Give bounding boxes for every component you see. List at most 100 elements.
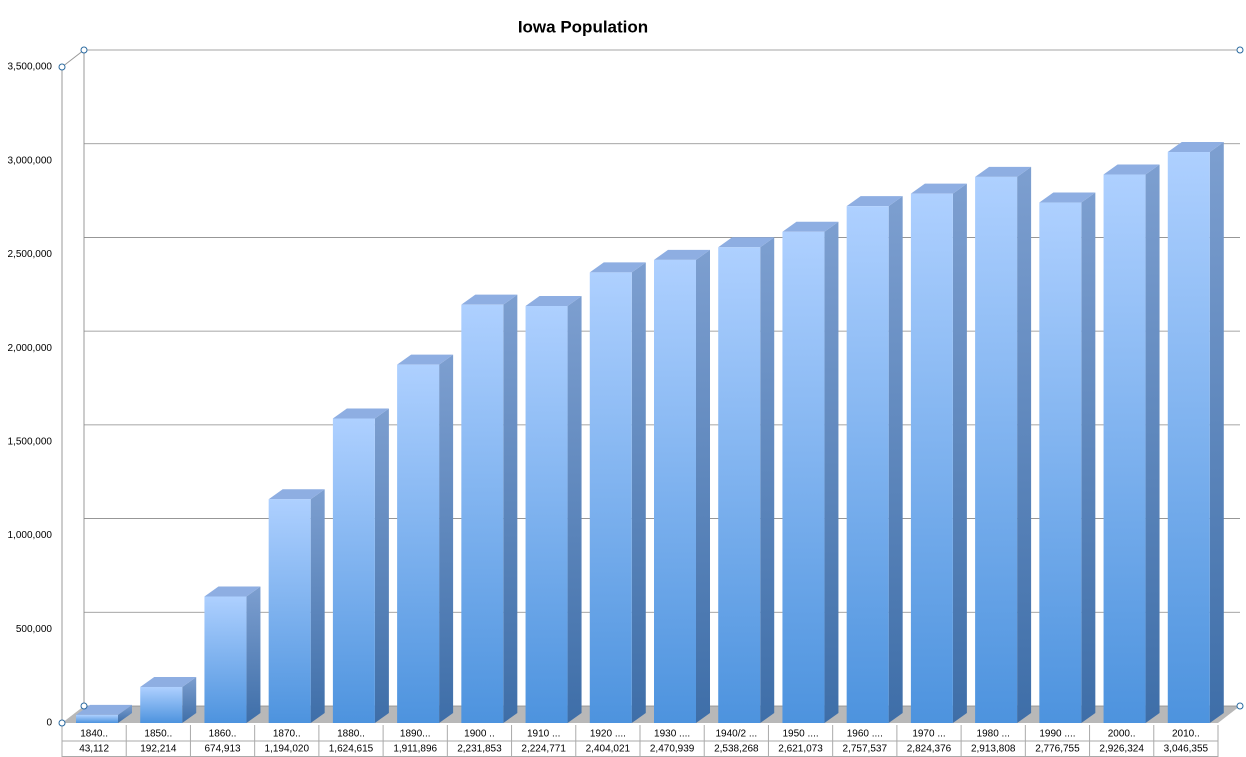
- bar-top: [140, 676, 197, 687]
- bar: [76, 714, 118, 723]
- value-label: 2,224,771: [521, 744, 566, 755]
- bar-side: [246, 586, 261, 723]
- value-label: 2,404,021: [586, 744, 631, 755]
- bar-top: [718, 237, 775, 248]
- bar: [718, 247, 761, 724]
- value-label: 2,538,268: [714, 744, 759, 755]
- y-tick-label: 3,000,000: [8, 155, 53, 166]
- bar: [589, 272, 632, 723]
- value-label: 1,624,615: [329, 744, 374, 755]
- x-tick-label: 2010..: [1172, 729, 1200, 740]
- bar-top: [332, 408, 389, 419]
- y-tick-label: 2,500,000: [8, 249, 53, 260]
- x-tick-label: 1940/2 ...: [715, 729, 757, 740]
- x-tick-label: 1990 ....: [1039, 729, 1075, 740]
- bar-side: [439, 354, 454, 723]
- bar-top: [1039, 192, 1096, 203]
- selection-handle: [80, 702, 88, 710]
- bar-top: [397, 354, 454, 365]
- x-tick-label: 1880..: [337, 729, 365, 740]
- x-tick-label: 2000..: [1108, 729, 1136, 740]
- bar-side: [1081, 192, 1096, 724]
- bar: [332, 418, 375, 723]
- y-tick-label: 1,500,000: [8, 436, 53, 447]
- bar-side: [503, 294, 518, 723]
- bar: [461, 304, 504, 723]
- bar-side: [118, 704, 132, 723]
- value-label: 2,470,939: [650, 744, 695, 755]
- bar-top: [782, 221, 839, 232]
- bar-side: [567, 296, 582, 723]
- bar: [910, 193, 953, 724]
- x-tick-label: 1980 ...: [977, 729, 1010, 740]
- bar-side: [760, 237, 775, 724]
- bar-top: [204, 586, 261, 597]
- bar: [397, 364, 440, 723]
- bar-side: [824, 221, 839, 724]
- bar: [846, 206, 889, 723]
- x-tick-label: 1850..: [144, 729, 172, 740]
- value-label: 2,776,755: [1035, 744, 1080, 755]
- x-tick-label: 1930 ....: [654, 729, 690, 740]
- value-label: 1,194,020: [265, 744, 310, 755]
- bar-side: [182, 676, 197, 723]
- bar-side: [631, 262, 646, 723]
- value-label: 2,231,853: [457, 744, 502, 755]
- bar-top: [268, 489, 325, 500]
- x-tick-label: 1870..: [273, 729, 301, 740]
- x-tick-label: 1950 ....: [782, 729, 818, 740]
- wall-corner: [61, 49, 85, 68]
- value-label: 2,757,537: [843, 744, 888, 755]
- bar-side: [310, 489, 325, 723]
- selection-handle: [80, 46, 88, 54]
- bar-top: [525, 296, 582, 307]
- value-label: 3,046,355: [1164, 744, 1209, 755]
- selection-handle: [58, 719, 66, 727]
- value-label: 192,214: [140, 744, 177, 755]
- y-tick-label: 3,500,000: [8, 62, 53, 73]
- value-label: 2,824,376: [907, 744, 952, 755]
- y-tick-label: 0: [46, 718, 52, 729]
- value-label: 674,913: [204, 744, 241, 755]
- value-label: 1,911,896: [393, 744, 437, 755]
- chart-title: Iowa Population: [518, 17, 648, 36]
- bar-side: [952, 183, 967, 724]
- bar: [975, 176, 1018, 723]
- value-label: 2,621,073: [778, 744, 823, 755]
- bar-top: [1167, 142, 1224, 153]
- bar-top: [76, 704, 132, 715]
- bar-top: [589, 262, 646, 273]
- bar-top: [1103, 164, 1160, 175]
- x-tick-label: 1890...: [400, 729, 431, 740]
- bar-side: [1017, 166, 1032, 723]
- bar: [140, 686, 183, 723]
- value-label: 2,926,324: [1099, 744, 1144, 755]
- bar-top: [975, 166, 1032, 177]
- bar: [268, 499, 311, 723]
- x-tick-label: 1960 ....: [847, 729, 883, 740]
- bar-side: [888, 196, 903, 723]
- value-label: 2,913,808: [971, 744, 1016, 755]
- y-tick-label: 500,000: [16, 624, 53, 635]
- y-tick-label: 2,000,000: [8, 343, 53, 354]
- selection-handle: [58, 63, 66, 71]
- x-tick-label: 1910 ...: [527, 729, 560, 740]
- bar-top: [910, 183, 967, 194]
- bar-side: [696, 249, 710, 723]
- bar: [525, 306, 568, 723]
- bar-side: [1145, 164, 1160, 724]
- value-label: 43,112: [79, 744, 109, 755]
- bar: [1039, 202, 1082, 724]
- x-tick-label: 1860..: [209, 729, 237, 740]
- bar: [1103, 174, 1146, 724]
- bar-top: [846, 196, 903, 207]
- bar-top: [654, 249, 710, 260]
- selection-handle: [1236, 46, 1244, 54]
- bar: [1167, 152, 1210, 724]
- x-tick-label: 1840..: [80, 729, 108, 740]
- bar-top: [461, 294, 518, 305]
- bar-side: [1209, 142, 1224, 724]
- bar: [654, 259, 696, 723]
- x-tick-label: 1920 ....: [590, 729, 626, 740]
